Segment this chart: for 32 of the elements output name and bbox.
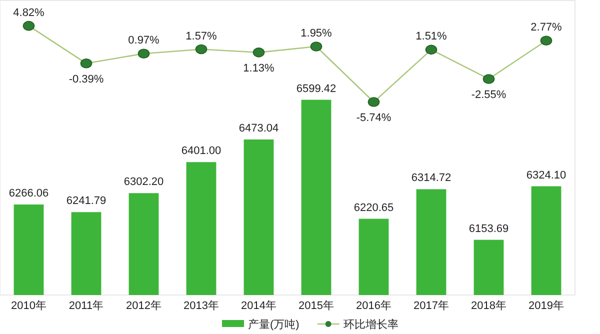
data-label: 6302.20 xyxy=(124,176,164,188)
data-label: 0.97% xyxy=(128,34,160,47)
x-tick-label: 2016年 xyxy=(356,300,392,312)
x-tick-label: 2012年 xyxy=(126,300,162,312)
data-label: 1.57% xyxy=(186,30,218,42)
data-label: 6241.79 xyxy=(66,195,106,208)
x-tick-label: 2017年 xyxy=(414,300,449,312)
data-label: -2.55% xyxy=(471,88,506,101)
x-tick-label: 2013年 xyxy=(184,300,219,312)
data-label: 6599.42 xyxy=(296,82,336,95)
x-tick-label: 2011年 xyxy=(68,300,104,312)
legend-label: 环比增长率 xyxy=(343,318,398,331)
x-tick-label: 2018年 xyxy=(471,300,506,312)
data-label: 6153.69 xyxy=(468,222,509,235)
data-label: 6473.04 xyxy=(238,122,279,134)
data-label: 6220.65 xyxy=(354,202,394,214)
x-tick-label: 2019年 xyxy=(528,300,564,312)
x-tick-label: 2015年 xyxy=(298,300,334,312)
data-label: 2.77% xyxy=(530,22,562,34)
data-label: 6401.00 xyxy=(181,145,222,158)
data-label: 1.51% xyxy=(416,30,448,43)
data-label: -5.74% xyxy=(356,112,392,124)
x-tick-label: 2014年 xyxy=(241,300,276,312)
data-label: 6314.72 xyxy=(411,172,452,184)
legend-label: 产量(万吨) xyxy=(248,318,300,331)
data-label: 6266.06 xyxy=(8,188,49,200)
x-tick-label: 2010年 xyxy=(11,300,46,312)
data-label: 1.95% xyxy=(300,28,332,40)
data-label: -0.39% xyxy=(68,73,104,86)
data-label: 4.82% xyxy=(13,6,45,19)
data-label: 1.13% xyxy=(243,62,275,74)
data-label: 6324.10 xyxy=(526,169,566,182)
